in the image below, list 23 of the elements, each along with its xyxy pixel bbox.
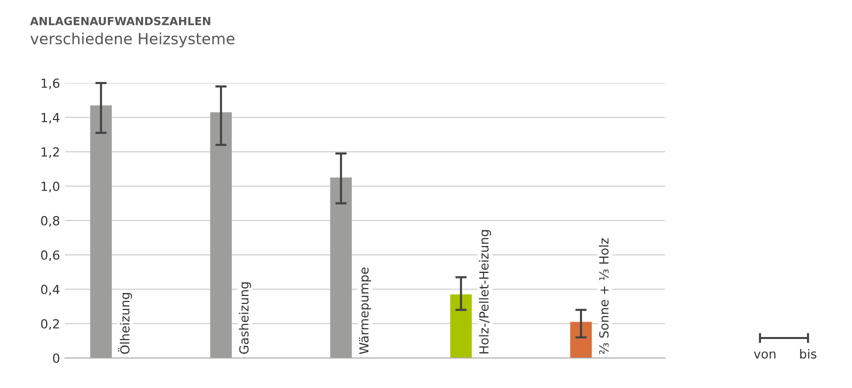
y-tick-label: 1,4 [42, 113, 60, 124]
chart-title: ANLAGENAUFWANDSZAHLEN [30, 16, 210, 26]
x-tick-label: Ölheizung [118, 292, 132, 354]
chart-subtitle: verschiedene Heizsysteme [30, 32, 234, 48]
bar [330, 178, 352, 358]
bar [210, 112, 232, 358]
y-tick-label: 1,2 [42, 147, 59, 158]
bar [90, 105, 112, 358]
y-tick-label: 1,0 [42, 182, 60, 192]
y-tick-label: 0,6 [41, 250, 60, 262]
y-tick-label: 0,8 [41, 216, 60, 227]
y-tick-label: 0 [53, 353, 60, 363]
x-tick-label: Wärmepumpe [358, 268, 372, 354]
y-tick-label: 1,6 [42, 78, 60, 90]
x-tick-label: ⅔ Sonne + ⅓ Holz [598, 238, 609, 354]
bar [450, 294, 472, 358]
x-tick-label: Gasheizung [238, 282, 252, 354]
x-tick-label: Holz-/Pellet-Heizung [478, 230, 492, 354]
text: von [754, 351, 776, 359]
bar [570, 322, 592, 358]
y-tick-label: 0,4 [41, 284, 60, 296]
text: bis [800, 348, 816, 359]
y-tick-label: 0,2 [41, 319, 59, 330]
